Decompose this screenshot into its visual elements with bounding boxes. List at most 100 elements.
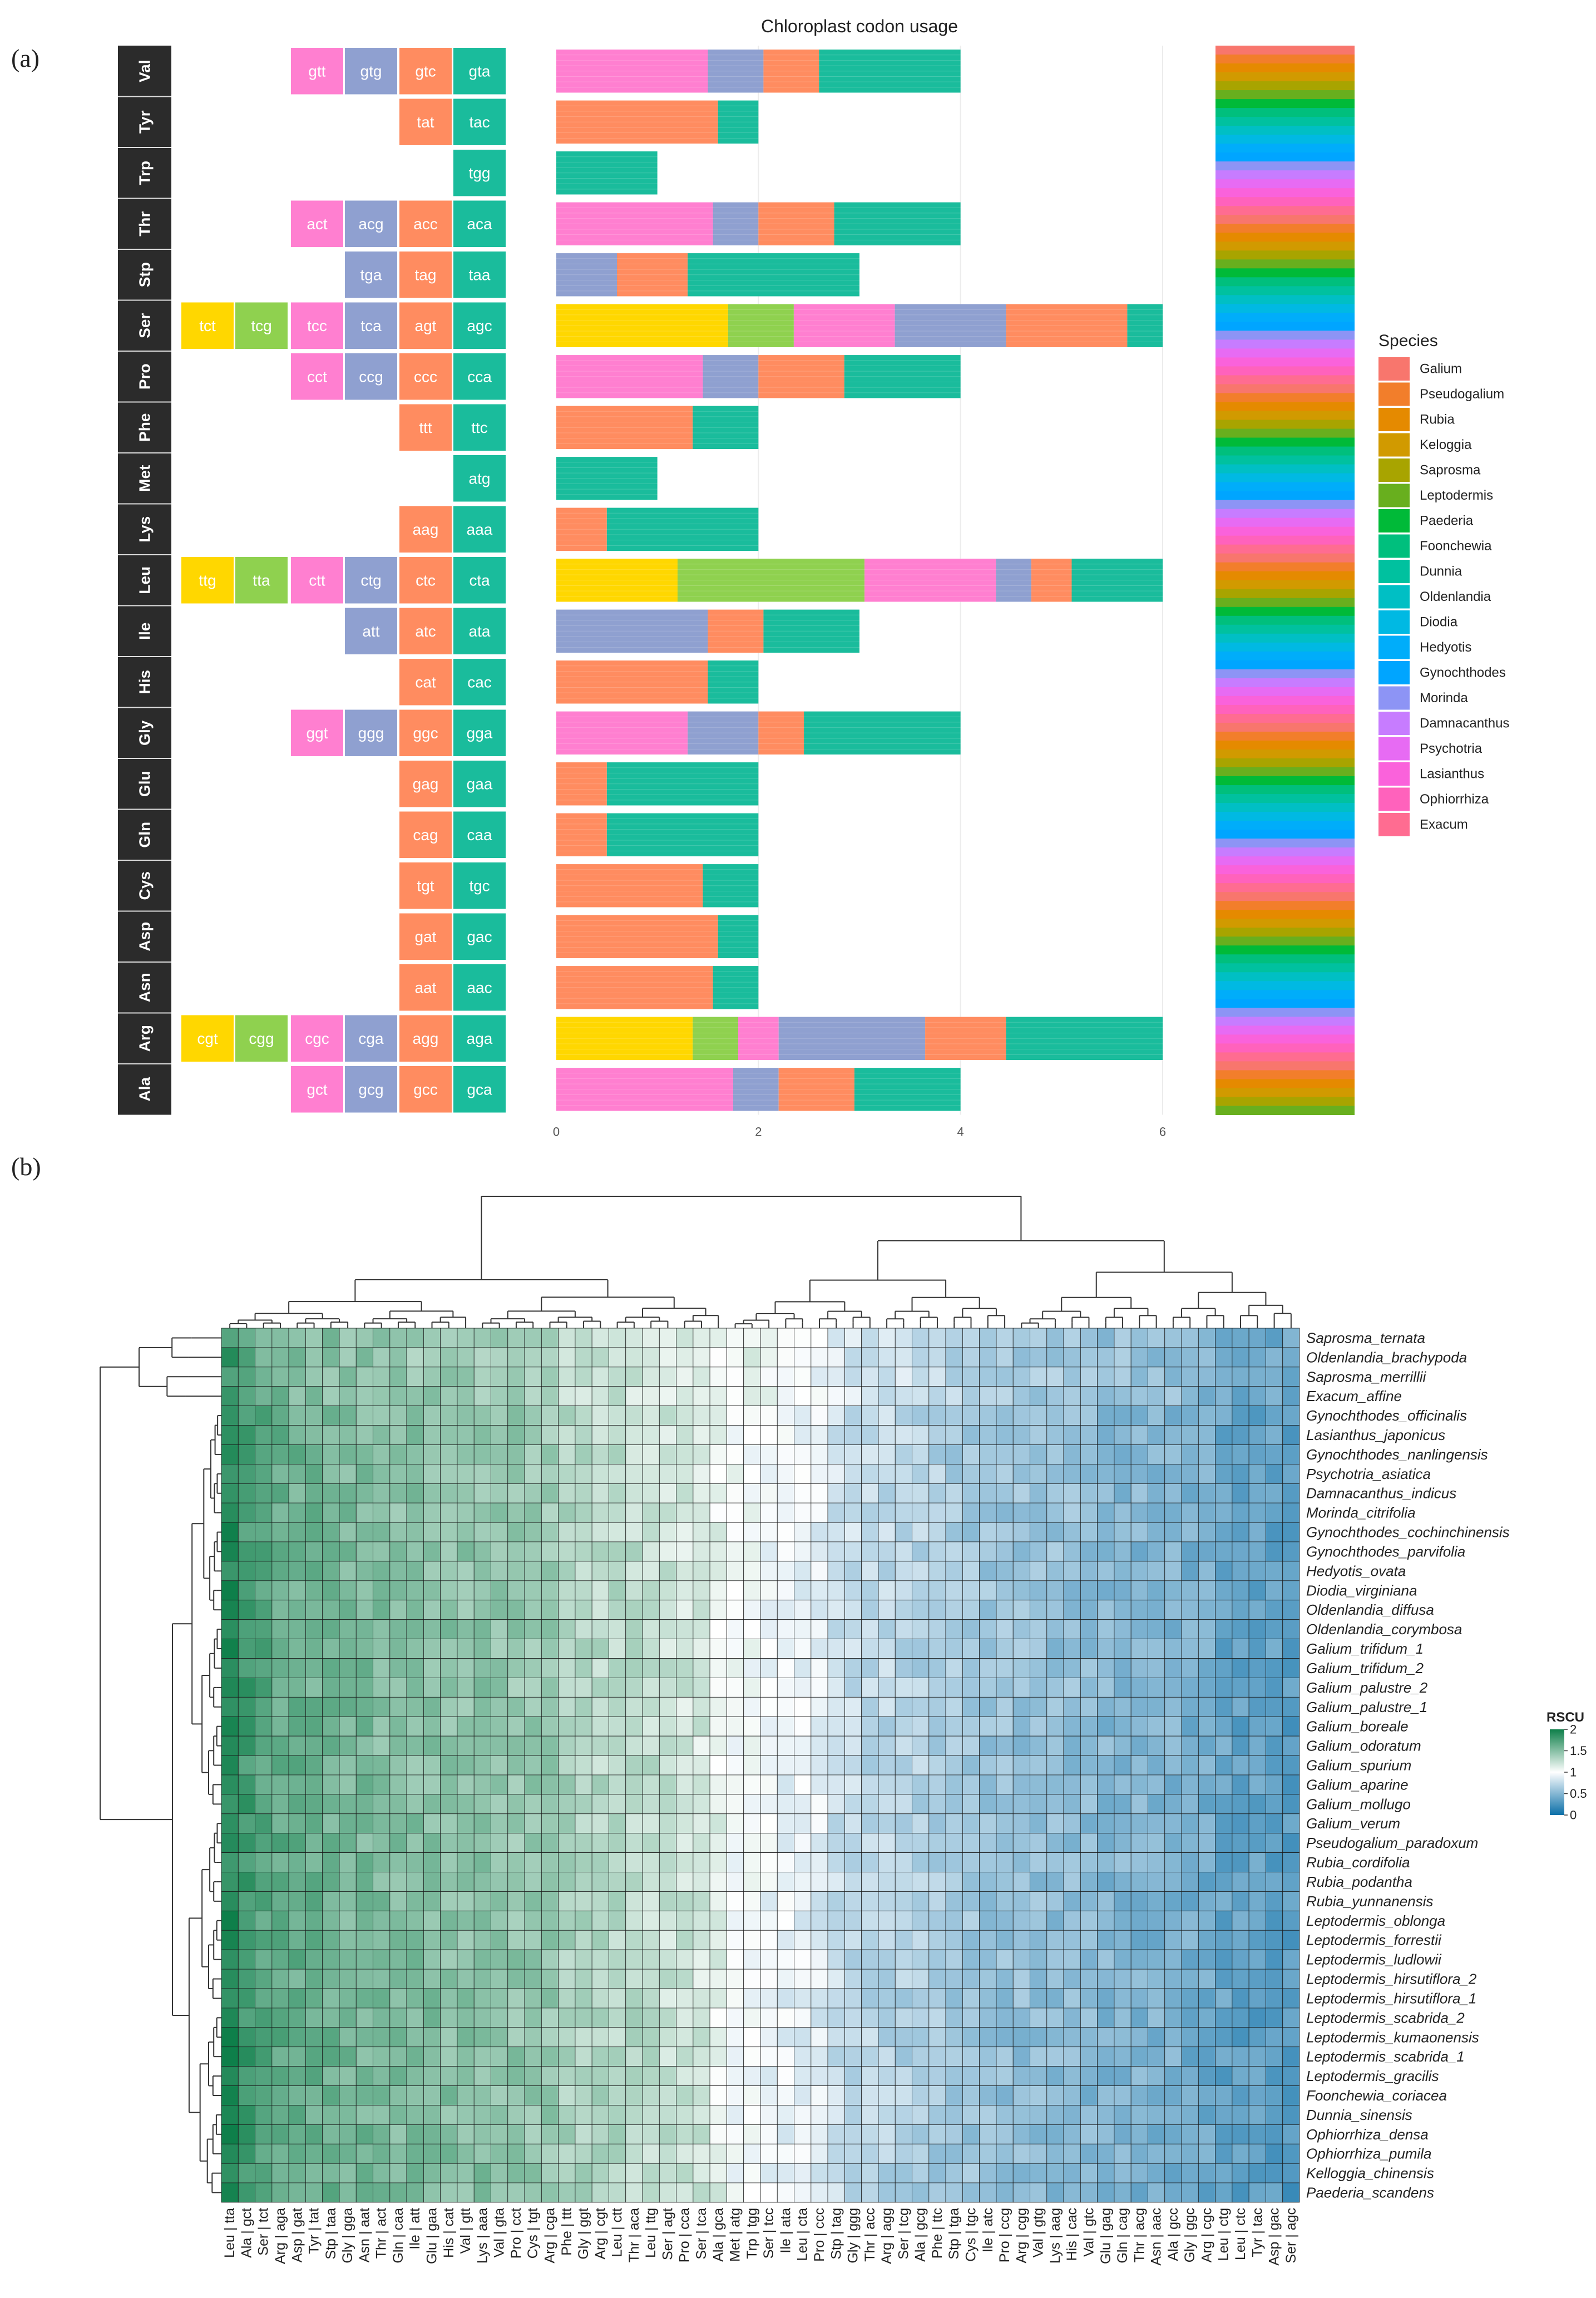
heatmap-cell xyxy=(440,2124,458,2144)
heatmap-cell xyxy=(1130,1639,1148,1659)
heatmap-cell xyxy=(1148,2182,1165,2203)
heatmap-cell xyxy=(1181,1561,1199,1581)
heatmap-cell xyxy=(827,2085,845,2105)
heatmap-cell xyxy=(440,1463,458,1484)
codon-tile xyxy=(399,1066,452,1113)
heatmap-cell xyxy=(355,1347,373,1368)
heatmap-cell xyxy=(1282,1580,1300,1601)
legend-item: Galium xyxy=(1420,362,1462,377)
heatmap-cell xyxy=(962,1347,980,1368)
heatmap-cell xyxy=(305,1580,323,1601)
heatmap-cell xyxy=(1215,1872,1233,1892)
heatmap-cell xyxy=(541,1852,559,1872)
column-label: Ala | gct xyxy=(239,2208,254,2258)
heatmap-cell xyxy=(1148,1910,1165,1931)
heatmap-cell xyxy=(1130,1619,1148,1639)
heatmap-cell xyxy=(440,1367,458,1387)
heatmap-cell xyxy=(389,2085,407,2105)
stack-segment xyxy=(996,559,1031,602)
heatmap-cell xyxy=(322,1716,340,1737)
heatmap-cell xyxy=(1198,2085,1215,2105)
heatmap-cell xyxy=(322,1483,340,1503)
heatmap-cell xyxy=(642,1541,660,1562)
heatmap-cell xyxy=(625,1658,643,1678)
heatmap-cell xyxy=(1080,1658,1098,1678)
heatmap-cell xyxy=(1097,2027,1115,2048)
heatmap-cell xyxy=(305,1910,323,1931)
heatmap-cell xyxy=(1282,1463,1300,1484)
heatmap-cell xyxy=(524,1483,542,1503)
heatmap-cell xyxy=(827,1639,845,1659)
heatmap-cell xyxy=(1012,1483,1030,1503)
heatmap-cell xyxy=(794,1872,812,1892)
heatmap-cell xyxy=(491,1794,508,1814)
aa-label: Asn xyxy=(136,973,154,1002)
heatmap-cell xyxy=(423,1347,441,1368)
heatmap-cell xyxy=(238,1774,255,1795)
heatmap-cell xyxy=(339,2105,357,2125)
heatmap-cell xyxy=(1046,1735,1064,1756)
heatmap-cell xyxy=(373,1716,391,1737)
heatmap-cell xyxy=(305,1755,323,1776)
codon-label: tgg xyxy=(469,164,491,181)
legend-item: Dunnia xyxy=(1420,564,1462,579)
heatmap-cell xyxy=(928,1658,946,1678)
row-label: Paederia_scandens xyxy=(1306,2184,1434,2201)
heatmap-cell xyxy=(996,1988,1014,2009)
heatmap-cell xyxy=(979,2027,997,2048)
heatmap-cell xyxy=(844,2143,862,2164)
heatmap-cell xyxy=(777,1406,794,1426)
heatmap-cell xyxy=(945,2027,963,2048)
row-label: Galium_palustre_1 xyxy=(1306,1699,1427,1715)
heatmap-cell xyxy=(811,1794,828,1814)
column-dendrogram xyxy=(229,1196,1292,1328)
heatmap-cell xyxy=(1232,1852,1249,1872)
heatmap-cell xyxy=(844,1502,862,1523)
heatmap-cell xyxy=(1248,1872,1266,1892)
heatmap-cell xyxy=(238,1639,255,1659)
heatmap-cell xyxy=(1248,2027,1266,2048)
heatmap-cell xyxy=(591,1697,609,1717)
heatmap-cell xyxy=(1266,2163,1283,2183)
heatmap-cell xyxy=(743,1483,761,1503)
heatmap-cell xyxy=(1248,2163,1266,2183)
heatmap-cell xyxy=(322,2143,340,2164)
heatmap-cell xyxy=(861,1600,879,1620)
heatmap-cell xyxy=(642,1600,660,1620)
heatmap-cell xyxy=(591,1463,609,1484)
heatmap-cell xyxy=(288,1988,306,2009)
heatmap-cell xyxy=(962,1755,980,1776)
heatmap-cell xyxy=(541,2143,559,2164)
codon-tile xyxy=(453,1015,506,1062)
heatmap-cell xyxy=(1030,1852,1047,1872)
heatmap-cell xyxy=(928,1716,946,1737)
heatmap-cell xyxy=(507,1658,525,1678)
heatmap-cell xyxy=(709,1852,727,1872)
heatmap-cell xyxy=(996,1406,1014,1426)
heatmap-cell xyxy=(288,1522,306,1542)
heatmap-cell xyxy=(473,1716,491,1737)
heatmap-cell xyxy=(861,1483,879,1503)
heatmap-cell xyxy=(642,1872,660,1892)
heatmap-cell xyxy=(339,1677,357,1698)
heatmap-cell xyxy=(727,1872,744,1892)
heatmap-cell xyxy=(861,1425,879,1445)
heatmap-cell xyxy=(591,1833,609,1853)
heatmap-cell xyxy=(709,2008,727,2028)
heatmap-cell xyxy=(457,1541,475,1562)
heatmap-cell xyxy=(609,2105,626,2125)
heatmap-cell xyxy=(305,2027,323,2048)
heatmap-cell xyxy=(794,1502,812,1523)
heatmap-cell xyxy=(962,1619,980,1639)
heatmap-cell xyxy=(322,1600,340,1620)
heatmap-cell xyxy=(491,2143,508,2164)
heatmap-cell xyxy=(255,2046,273,2067)
heatmap-cell xyxy=(659,1833,676,1853)
heatmap-cell xyxy=(491,1658,508,1678)
heatmap-cell xyxy=(945,2105,963,2125)
heatmap-cell xyxy=(558,1852,576,1872)
heatmap-cell xyxy=(760,1658,778,1678)
heatmap-cell xyxy=(1148,2124,1165,2144)
heatmap-cell xyxy=(1181,2008,1199,2028)
heatmap-cell xyxy=(912,2124,930,2144)
